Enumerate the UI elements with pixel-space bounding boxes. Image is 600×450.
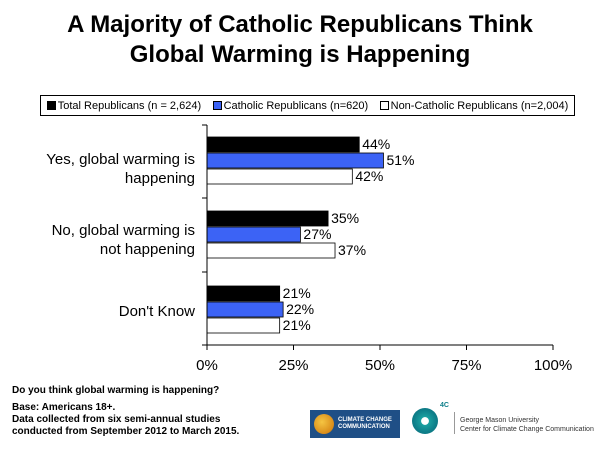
base-note-line2: Data collected from six semi-annual stud… [12, 414, 221, 425]
survey-question: Do you think global warming is happening… [12, 385, 220, 396]
bar-yes-catholic [206, 152, 384, 169]
x-tick-label-100: 100% [534, 357, 572, 374]
bar-dont-know-catholic [206, 301, 284, 318]
legend-item-non-catholic: Non-Catholic Republicans (n=2,004) [379, 99, 569, 112]
legend-swatch-total [46, 101, 56, 110]
bar-no-non-catholic [206, 242, 336, 259]
category-label-no: No, global warming is not happening [20, 221, 195, 259]
legend-item-total: Total Republicans (n = 2,624) [46, 99, 202, 112]
base-note-line3: conducted from September 2012 to March 2… [12, 426, 240, 437]
bar-dont-know-non-catholic [206, 317, 281, 334]
x-tick-label-25: 25% [278, 357, 308, 374]
category-label-dont-know-line1: Don't Know [118, 303, 195, 320]
x-tick-label-0: 0% [196, 357, 218, 374]
logo-divider [454, 412, 455, 434]
legend-swatch-non-catholic [379, 101, 389, 110]
category-label-yes-line1: Yes, global warming is [46, 151, 195, 168]
bar-dont-know-total [206, 285, 281, 302]
cccc-logo-text: CLIMATE CHANGE COMMUNICATION [338, 417, 392, 431]
value-label-yes-total: 44% [362, 136, 390, 152]
category-label-dont-know: Don't Know [20, 302, 195, 321]
4c-logo-label: 4C [440, 402, 449, 409]
value-label-yes-non-catholic: 42% [355, 168, 383, 184]
value-label-no-non-catholic: 37% [338, 242, 366, 258]
legend-label-total: Total Republicans (n = 2,624) [57, 99, 202, 112]
base-note-line1: Base: Americans 18+. [12, 402, 116, 413]
category-label-yes-line2: happening [124, 170, 195, 187]
bar-yes-total [206, 136, 360, 153]
value-label-no-catholic: 27% [303, 226, 331, 242]
cccc-logo-line1: CLIMATE CHANGE [338, 417, 392, 423]
legend-item-catholic: Catholic Republicans (n=620) [212, 99, 369, 112]
chart-title-line1: A Majority of Catholic Republicans Think [67, 11, 533, 38]
climate-change-communication-logo: CLIMATE CHANGE COMMUNICATION [310, 410, 400, 438]
chart-title-line2: Global Warming is Happening [129, 41, 471, 68]
bar-group: 44%51%42% 35%27% 37% 21%22%21% [206, 136, 414, 334]
survey-base-note: Base: Americans 18+. Data collected from… [12, 402, 239, 438]
cccc-logo-line2: COMMUNICATION [338, 424, 390, 430]
x-tick-label-75: 75% [451, 357, 481, 374]
value-label-yes-catholic: 51% [386, 152, 414, 168]
value-label-no-total: 35% [331, 210, 359, 226]
value-label-dont-know-non-catholic: 21% [283, 317, 311, 333]
category-label-no-line2: not happening [99, 241, 195, 258]
category-label-yes: Yes, global warming is happening [20, 150, 195, 188]
value-label-dont-know-total: 21% [283, 285, 311, 301]
x-tick-label-50: 50% [365, 357, 395, 374]
axes-group: 0% 25% 50% 75% 100% [196, 124, 572, 374]
legend-label-non-catholic: Non-Catholic Republicans (n=2,004) [390, 99, 569, 112]
chart-legend: Total Republicans (n = 2,624) Catholic R… [40, 95, 575, 116]
chart-title: A Majority of Catholic Republicans Think… [0, 10, 600, 70]
legend-swatch-catholic [212, 101, 222, 110]
globe-icon [314, 414, 334, 434]
bar-no-total [206, 210, 329, 227]
bar-yes-non-catholic [206, 168, 353, 185]
gmu-line2: Center for Climate Change Communication [460, 426, 594, 433]
bar-no-catholic [206, 226, 301, 243]
value-label-dont-know-catholic: 22% [286, 301, 314, 317]
legend-label-catholic: Catholic Republicans (n=620) [223, 99, 369, 112]
4c-logo-icon [412, 408, 438, 434]
gmu-line1: George Mason University [460, 417, 539, 424]
gmu-logo-text: George Mason University Center for Clima… [454, 412, 594, 434]
category-label-no-line1: No, global warming is [51, 222, 195, 239]
